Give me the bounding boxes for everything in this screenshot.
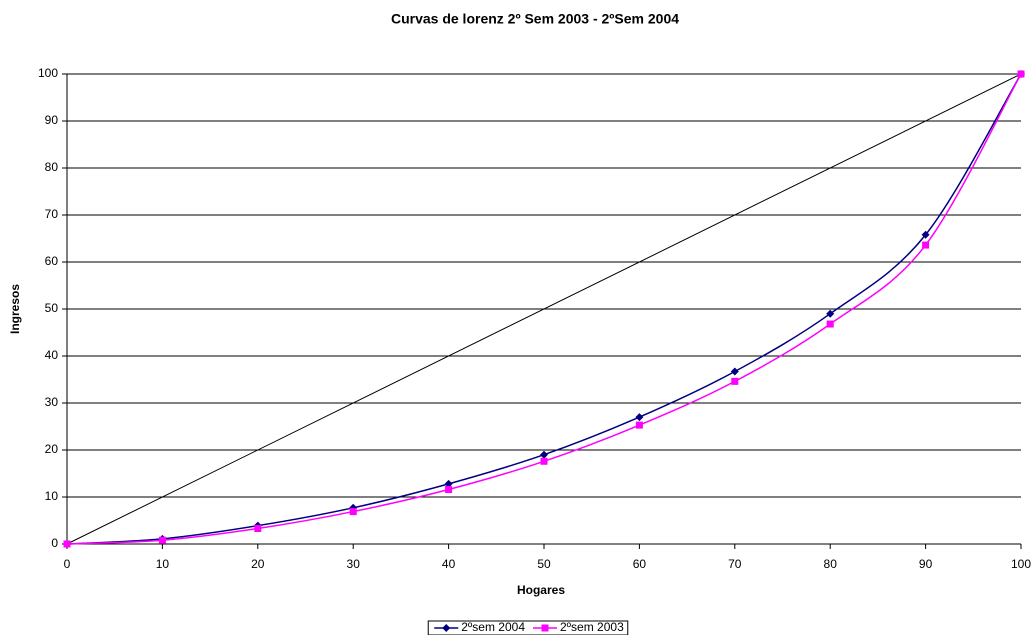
y-tick-label: 100 (38, 66, 58, 80)
y-tick-label: 0 (51, 536, 58, 550)
chart-title: Curvas de lorenz 2º Sem 2003 - 2ºSem 200… (391, 11, 679, 27)
y-tick-label: 90 (45, 113, 59, 127)
x-tick-label: 10 (156, 557, 170, 571)
y-tick-label: 80 (45, 160, 59, 174)
point (826, 320, 834, 328)
x-axis-label: Hogares (517, 583, 565, 597)
legend: 2ºsem 2004 2ºsem 2003 (427, 620, 629, 635)
y-tick-label: 70 (45, 207, 59, 221)
y-tick-label: 20 (45, 442, 59, 456)
x-tick-label: 90 (919, 557, 933, 571)
legend-label: 2ºsem 2004 (461, 620, 525, 634)
y-tick-label: 30 (45, 395, 59, 409)
point (731, 377, 739, 385)
x-tick-label: 50 (537, 557, 551, 571)
point (445, 485, 453, 493)
y-tick-label: 10 (45, 489, 59, 503)
point (730, 367, 739, 376)
y-tick-label: 60 (45, 254, 59, 268)
y-tick-label: 40 (45, 348, 59, 362)
point (635, 421, 643, 429)
y-axis-label: Ingresos (8, 284, 22, 334)
point (635, 413, 644, 422)
point (540, 450, 548, 459)
y-tick-label: 50 (45, 301, 59, 315)
reference-line (66, 73, 1022, 545)
x-tick-label: 70 (728, 557, 742, 571)
point (158, 536, 166, 544)
point (444, 479, 453, 488)
point (826, 309, 835, 318)
point (254, 524, 262, 532)
x-tick-label: 60 (633, 557, 647, 571)
legend-box (427, 620, 629, 635)
point (63, 540, 71, 548)
x-tick-label: 80 (824, 557, 838, 571)
x-tick-label: 0 (64, 557, 71, 571)
x-tick-label: 100 (1011, 557, 1031, 571)
series-line (66, 73, 1022, 545)
x-tick-label: 20 (251, 557, 265, 571)
point (1017, 70, 1025, 78)
x-tick-label: 30 (347, 557, 361, 571)
point (921, 230, 930, 239)
x-tick-label: 40 (442, 557, 456, 571)
point (540, 457, 548, 465)
legend-marker (541, 624, 549, 632)
series-line (66, 73, 1022, 545)
legend-marker (442, 624, 451, 632)
point (922, 241, 930, 249)
legend-label: 2ºsem 2003 (560, 620, 624, 634)
point (349, 508, 357, 516)
